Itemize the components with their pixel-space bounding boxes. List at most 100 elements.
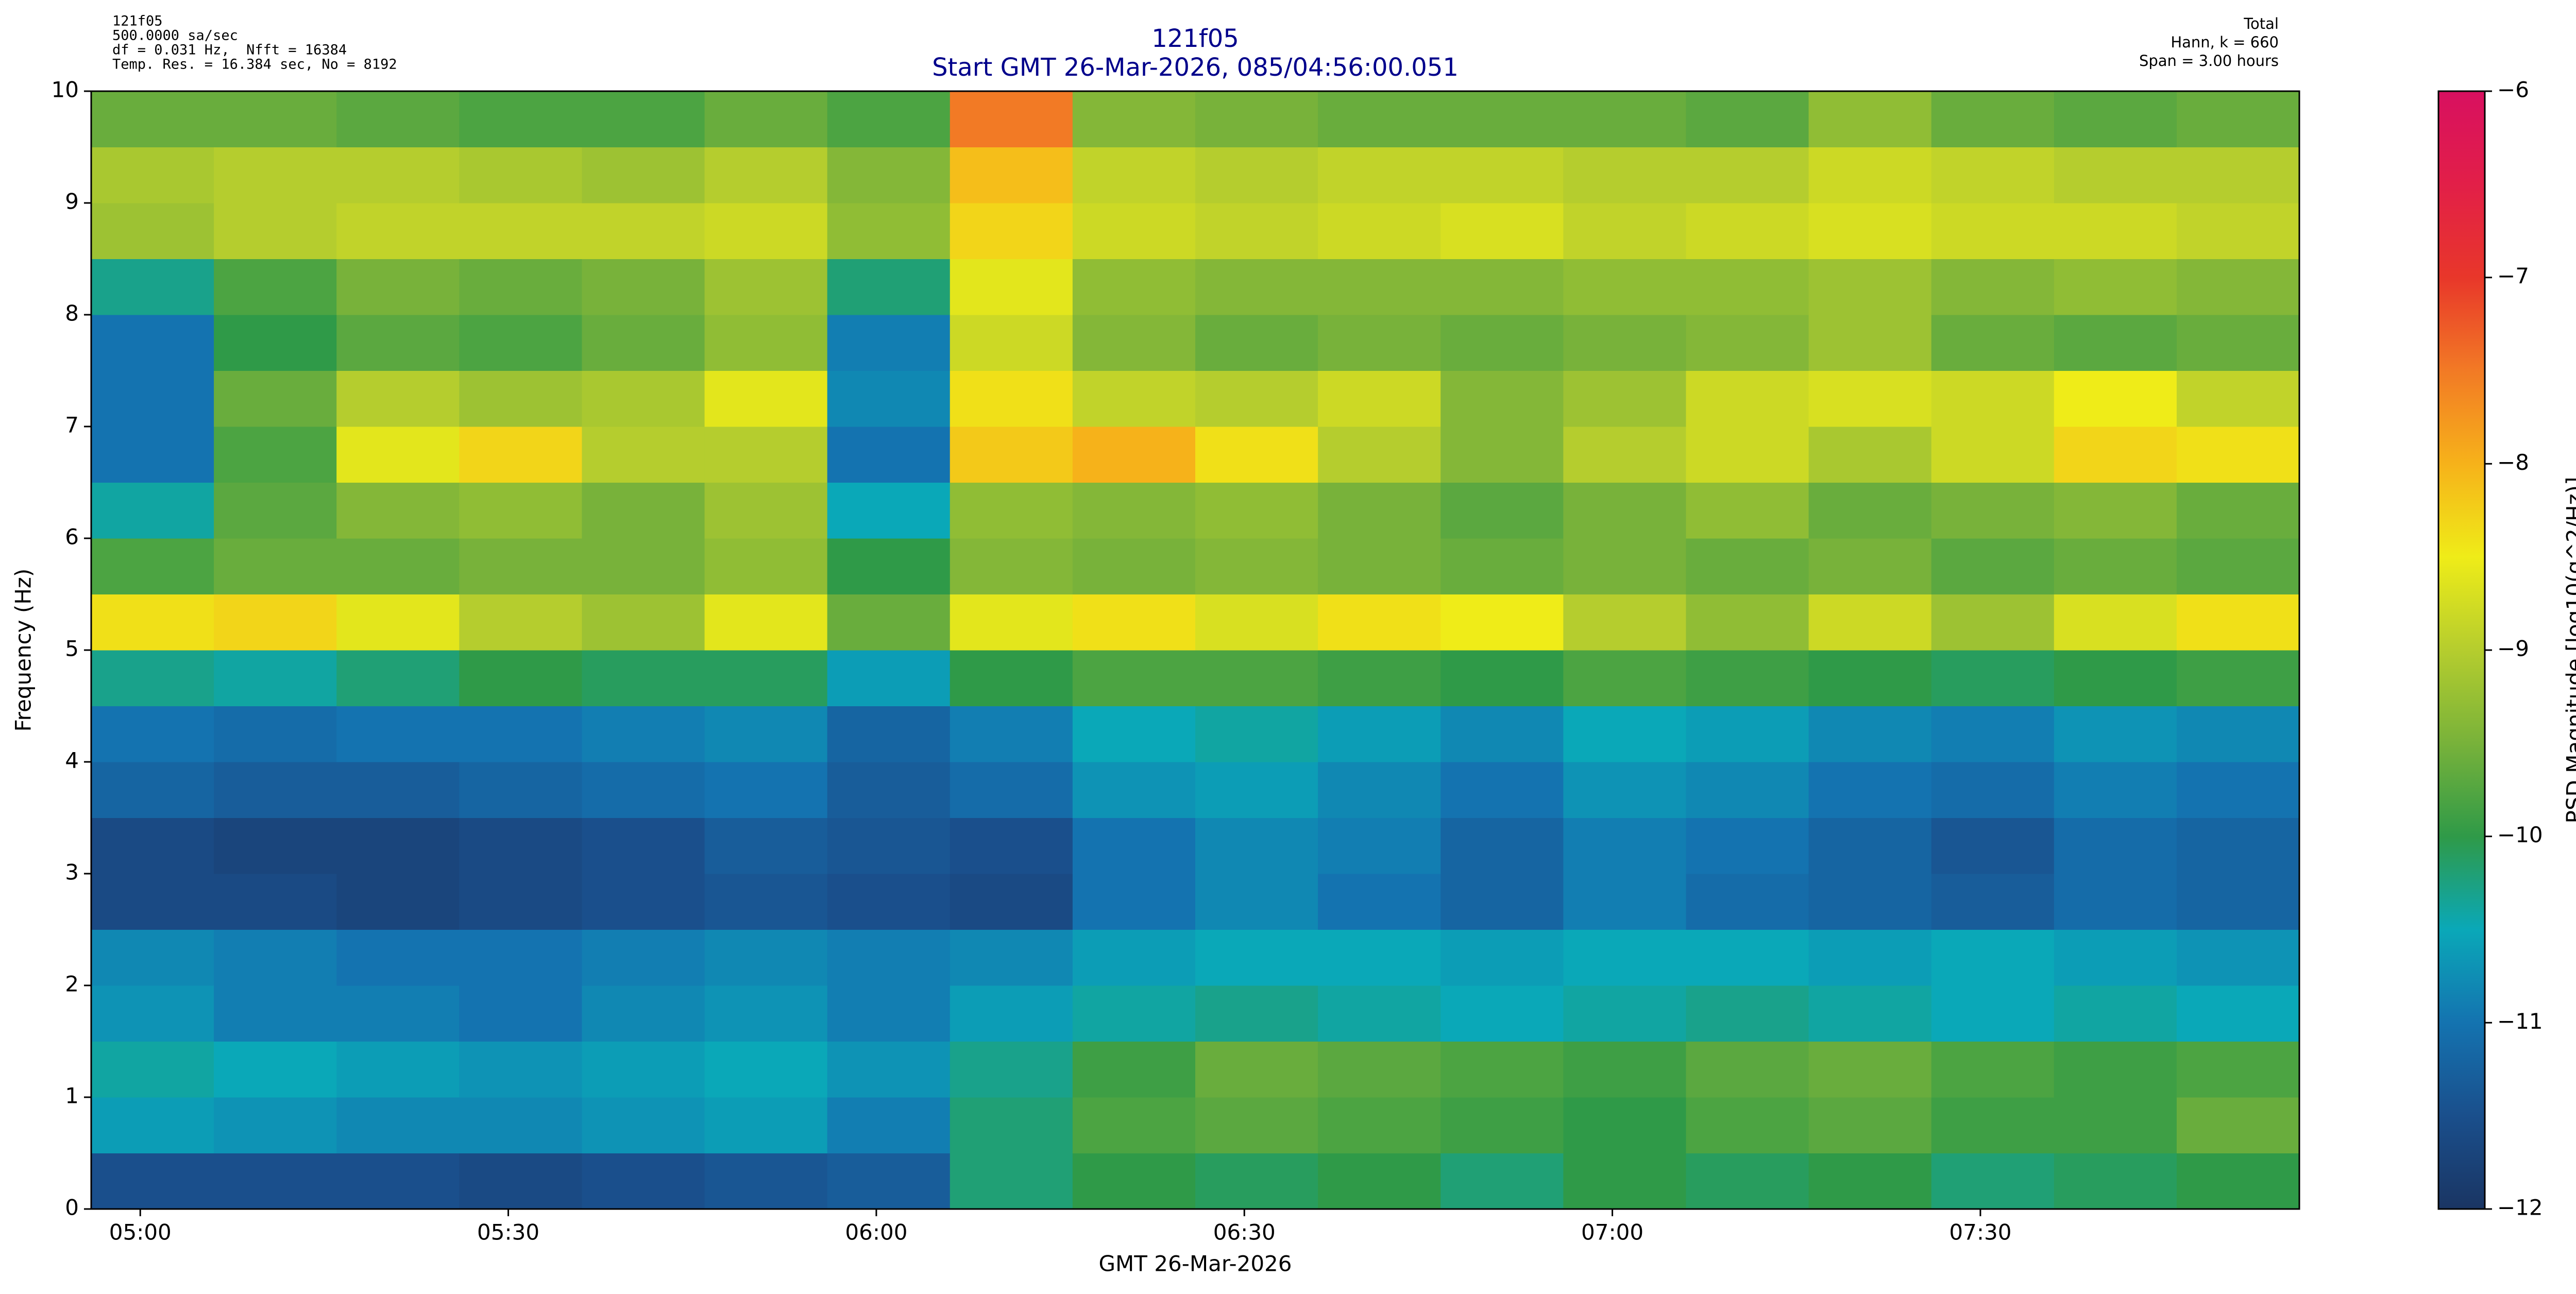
heatmap-cell [1195, 370, 1318, 427]
heatmap-cell [1931, 594, 2055, 651]
info-left-line: Temp. Res. = 16.384 sec, No = 8192 [112, 57, 397, 73]
heatmap-cell [1808, 259, 1932, 315]
heatmap-cell [2176, 1041, 2300, 1098]
heatmap-cell [1808, 315, 1932, 371]
heatmap-cell [827, 538, 951, 594]
heatmap-cell [1318, 762, 1441, 818]
colorbar-tick-label: −6 [2497, 77, 2529, 103]
heatmap-cell [336, 538, 460, 594]
heatmap-cell [950, 985, 1073, 1042]
heatmap-cell [1440, 315, 1564, 371]
heatmap-cell [2176, 1153, 2300, 1210]
heatmap-cell [1808, 370, 1932, 427]
heatmap-cell [582, 427, 705, 483]
heatmap-cell [2054, 818, 2177, 874]
heatmap-cell [1072, 147, 1196, 203]
heatmap-cell [91, 370, 214, 427]
heatmap-cell [1808, 929, 1932, 986]
heatmap-cell [336, 1097, 460, 1153]
heatmap-cell [2176, 482, 2300, 539]
heatmap-cell [704, 91, 828, 147]
heatmap-cell [582, 929, 705, 986]
heatmap-cell [2176, 929, 2300, 986]
heatmap-cell [1195, 762, 1318, 818]
heatmap-cell [1318, 315, 1441, 371]
heatmap-cell [1440, 1153, 1564, 1210]
heatmap-cell [2176, 259, 2300, 315]
heatmap-cell [459, 818, 582, 874]
heatmap-cell [2176, 874, 2300, 930]
heatmap-cell [2176, 985, 2300, 1042]
y-tick-label: 7 [65, 413, 79, 438]
heatmap-cell [336, 203, 460, 259]
heatmap-cell [459, 538, 582, 594]
heatmap-cell [1808, 706, 1932, 762]
heatmap-cell [2176, 594, 2300, 651]
heatmap-cell [91, 147, 214, 203]
heatmap-cell [950, 259, 1073, 315]
heatmap-cell [91, 1041, 214, 1098]
heatmap-cell [1072, 538, 1196, 594]
heatmap-cell [1072, 315, 1196, 371]
heatmap-cell [1440, 1097, 1564, 1153]
heatmap-cell [1072, 91, 1196, 147]
heatmap-cell [1440, 650, 1564, 706]
heatmap-cell [1318, 370, 1441, 427]
heatmap-cell [1440, 147, 1564, 203]
colorbar-tick-label: −8 [2497, 450, 2529, 475]
heatmap-cell [1195, 91, 1318, 147]
heatmap-cell [1931, 91, 2055, 147]
heatmap-cell [950, 203, 1073, 259]
heatmap-cell [582, 482, 705, 539]
heatmap-cell [2054, 706, 2177, 762]
heatmap-cell [2176, 370, 2300, 427]
heatmap-cell [827, 594, 951, 651]
heatmap-cell [827, 259, 951, 315]
heatmap-cell [1686, 1153, 1809, 1210]
heatmap-cell [704, 147, 828, 203]
heatmap-cell [582, 538, 705, 594]
heatmap-cell [827, 147, 951, 203]
heatmap-cell [214, 1041, 337, 1098]
heatmap-cell [1563, 147, 1686, 203]
heatmap-cell [950, 91, 1073, 147]
heatmap-cell [459, 315, 582, 371]
heatmap-cell [1686, 874, 1809, 930]
heatmap-cell [214, 203, 337, 259]
heatmap-cell [827, 482, 951, 539]
heatmap-cell [1931, 650, 2055, 706]
heatmap-cell [1931, 147, 2055, 203]
heatmap-cell [950, 594, 1073, 651]
colorbar-tick-label: −7 [2497, 263, 2529, 288]
heatmap-cell [2176, 147, 2300, 203]
heatmap-cell [91, 259, 214, 315]
heatmap-cell [1808, 538, 1932, 594]
heatmap-cell [704, 370, 828, 427]
heatmap-cell [1563, 203, 1686, 259]
heatmap-cell [1931, 427, 2055, 483]
heatmap-cell [2176, 650, 2300, 706]
heatmap-cell [1808, 203, 1932, 259]
heatmap-cell [704, 650, 828, 706]
heatmap-cell [91, 874, 214, 930]
heatmap-cell [336, 818, 460, 874]
heatmap-cell [2054, 370, 2177, 427]
heatmap-cell [1318, 1097, 1441, 1153]
heatmap-cell [1440, 706, 1564, 762]
x-tick-label: 05:00 [109, 1220, 172, 1245]
heatmap-cell [950, 315, 1073, 371]
heatmap-cell [582, 874, 705, 930]
heatmap-cell [827, 203, 951, 259]
heatmap-cell [336, 91, 460, 147]
heatmap-cell [2054, 1041, 2177, 1098]
heatmap-cell [1195, 1153, 1318, 1210]
colorbar-tick-label: −12 [2497, 1195, 2543, 1220]
heatmap-cell [1563, 985, 1686, 1042]
heatmap-cell [1686, 203, 1809, 259]
heatmap-cell [1440, 370, 1564, 427]
heatmap-cell [1563, 874, 1686, 930]
y-tick-label: 8 [65, 301, 79, 326]
heatmap-cell [214, 91, 337, 147]
